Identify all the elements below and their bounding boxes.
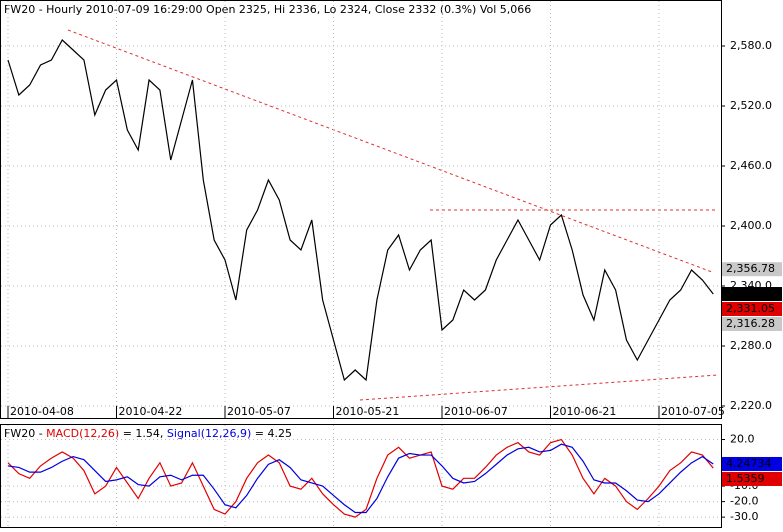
price-marker-label: 2,331.05	[726, 302, 775, 315]
price-panel	[0, 0, 722, 419]
x-tick-label: 2010-05-21	[336, 405, 400, 418]
price-marker-label: 4.24734	[726, 457, 772, 470]
x-tick-label: 2010-06-07	[444, 405, 508, 418]
price-marker	[722, 471, 782, 486]
y-tick-label: 2,220.0	[730, 399, 772, 412]
x-tick-label: 2010-04-08	[10, 405, 74, 418]
indicator-title: FW20 - MACD(12,26) = 1.54, Signal(12,26,…	[4, 427, 292, 440]
y-tick-label: 2,400.0	[730, 219, 772, 232]
trend-line	[67, 29, 713, 273]
price-marker-label: 2,316.28	[726, 317, 775, 330]
price-marker	[722, 287, 782, 301]
series-line	[7, 438, 714, 518]
price-marker	[722, 262, 782, 277]
legend-macd: MACD(12,26)	[46, 427, 119, 440]
y-tick-label: 2,280.0	[730, 339, 772, 352]
price-marker-label: 2,356.78	[726, 262, 775, 275]
x-tick-label: 2010-07-05	[661, 405, 725, 418]
y-tick-label: -30.0	[730, 510, 758, 523]
price-marker	[722, 456, 782, 471]
y-tick-label: 20.0	[730, 433, 755, 446]
indicator-prefix: FW20 -	[4, 427, 43, 440]
price-marker	[722, 317, 782, 331]
price-marker	[722, 302, 782, 316]
legend-macd-value: = 1.54,	[123, 427, 164, 440]
legend-signal: Signal(12,26,9)	[167, 427, 251, 440]
series-line	[7, 39, 714, 382]
y-tick-label: 2,520.0	[730, 99, 772, 112]
series-line	[7, 443, 714, 514]
y-tick-label: -20.0	[730, 495, 758, 508]
legend-signal-value: = 4.25	[255, 427, 292, 440]
price-marker-label: 1.5359	[726, 472, 765, 485]
x-tick-label: 2010-04-22	[119, 405, 183, 418]
x-tick-label: 2010-05-07	[227, 405, 291, 418]
price-marker-label: 2,332	[726, 287, 758, 300]
y-tick-label: 2,580.0	[730, 39, 772, 52]
x-tick-label: 2010-06-21	[553, 405, 617, 418]
chart-title: FW20 - Hourly 2010-07-09 16:29:00 Open 2…	[4, 3, 531, 16]
y-tick-label: 2,460.0	[730, 159, 772, 172]
